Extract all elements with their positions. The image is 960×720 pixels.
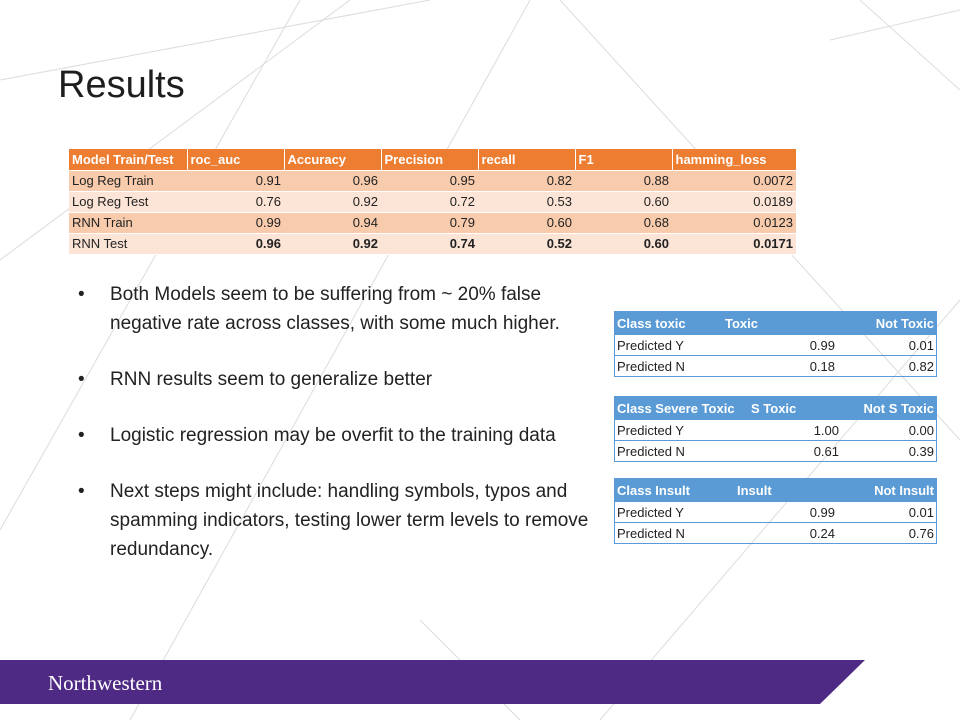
row-label: Predicted Y: [614, 334, 723, 356]
row-label: Predicted Y: [614, 501, 735, 523]
table-row: Log Reg Train 0.91 0.96 0.95 0.82 0.88 0…: [69, 170, 796, 192]
bullet-text: Both Models seem to be suffering from ~ …: [110, 284, 560, 334]
table-cell: 0.91: [187, 170, 284, 192]
table-cell: 0.94: [284, 212, 381, 234]
table-cell: 0.39: [841, 440, 937, 462]
bullet-item: • Both Models seem to be suffering from ~…: [78, 280, 608, 338]
row-label: RNN Test: [69, 233, 187, 255]
table-cell: 0.68: [575, 212, 672, 234]
bullet-item: • Logistic regression may be overfit to t…: [78, 421, 608, 450]
table-cell: 0.82: [837, 355, 937, 377]
header-recall: recall: [478, 149, 576, 171]
table-cell: 0.01: [837, 334, 937, 356]
confusion-header: Not S Toxic: [841, 396, 937, 420]
table-cell: 0.92: [284, 191, 381, 213]
header-accuracy: Accuracy: [284, 149, 382, 171]
header-f1: F1: [575, 149, 673, 171]
confusion-header: Toxic: [723, 311, 837, 335]
table-cell: 0.01: [837, 501, 937, 523]
table-cell: 0.99: [723, 334, 837, 356]
table-cell: 0.96: [187, 233, 284, 255]
confusion-row: Predicted Y 0.99 0.01: [614, 334, 937, 356]
table-cell: 0.76: [837, 522, 937, 544]
confusion-header-row: Class Insult Insult Not Insult: [614, 478, 937, 502]
confusion-header: Insult: [735, 478, 837, 502]
header-hamming-loss: hamming_loss: [672, 149, 797, 171]
table-cell: 0.0171: [672, 233, 796, 255]
table-cell: 0.52: [478, 233, 575, 255]
confusion-table-toxic: Class toxic Toxic Not Toxic Predicted Y …: [614, 311, 937, 377]
footer-band-shape: [0, 660, 865, 704]
row-label: Predicted Y: [614, 419, 749, 441]
bullet-dot-icon: •: [78, 369, 85, 390]
table-cell: 0.60: [575, 191, 672, 213]
table-cell: 0.0072: [672, 170, 796, 192]
confusion-table-severe-toxic: Class Severe Toxic S Toxic Not S Toxic P…: [614, 396, 937, 462]
row-label: Predicted N: [614, 355, 723, 377]
table-cell: 0.92: [284, 233, 381, 255]
confusion-header: Class toxic: [614, 311, 723, 335]
header-model: Model Train/Test: [69, 149, 188, 171]
table-cell: 0.72: [381, 191, 478, 213]
confusion-row: Predicted N 0.61 0.39: [614, 440, 937, 462]
bullet-dot-icon: •: [78, 284, 85, 305]
row-label: Predicted N: [614, 522, 735, 544]
slide-title: Results: [58, 64, 185, 106]
confusion-row: Predicted Y 0.99 0.01: [614, 501, 937, 523]
row-label: RNN Train: [69, 212, 187, 234]
bullet-dot-icon: •: [78, 481, 85, 502]
header-roc-auc: roc_auc: [187, 149, 285, 171]
metrics-table: Model Train/Test roc_auc Accuracy Precis…: [69, 149, 797, 255]
table-cell: 0.76: [187, 191, 284, 213]
table-row: Log Reg Test 0.76 0.92 0.72 0.53 0.60 0.…: [69, 191, 796, 213]
table-cell: 0.96: [284, 170, 381, 192]
row-label: Log Reg Train: [69, 170, 187, 192]
table-cell: 0.88: [575, 170, 672, 192]
table-cell: 0.0123: [672, 212, 796, 234]
table-cell: 0.00: [841, 419, 937, 441]
table-cell: 0.74: [381, 233, 478, 255]
confusion-header-row: Class Severe Toxic S Toxic Not S Toxic: [614, 396, 937, 420]
bullet-item: • Next steps might include: handling symb…: [78, 477, 608, 564]
table-cell: 0.60: [575, 233, 672, 255]
confusion-table-insult: Class Insult Insult Not Insult Predicted…: [614, 478, 937, 544]
table-cell: 0.0189: [672, 191, 796, 213]
bullet-item: • RNN results seem to generalize better: [78, 365, 608, 394]
table-cell: 0.53: [478, 191, 575, 213]
bullet-list: • Both Models seem to be suffering from ~…: [78, 280, 608, 591]
metrics-header-row: Model Train/Test roc_auc Accuracy Precis…: [69, 149, 797, 171]
table-cell: 0.79: [381, 212, 478, 234]
footer-band: [0, 660, 865, 704]
confusion-header: Not Insult: [837, 478, 937, 502]
confusion-row: Predicted Y 1.00 0.00: [614, 419, 937, 441]
northwestern-logo: Northwestern: [48, 671, 163, 695]
table-cell: 0.99: [187, 212, 284, 234]
confusion-header: Class Severe Toxic: [614, 396, 749, 420]
table-cell: 0.61: [749, 440, 841, 462]
bullet-text: Logistic regression may be overfit to th…: [110, 425, 556, 446]
header-precision: Precision: [381, 149, 479, 171]
confusion-row: Predicted N 0.18 0.82: [614, 355, 937, 377]
bullet-text: RNN results seem to generalize better: [110, 369, 433, 390]
table-cell: 1.00: [749, 419, 841, 441]
table-cell: 0.60: [478, 212, 575, 234]
confusion-header: Class Insult: [614, 478, 735, 502]
table-cell: 0.95: [381, 170, 478, 192]
table-row: RNN Train 0.99 0.94 0.79 0.60 0.68 0.012…: [69, 212, 796, 234]
confusion-header: S Toxic: [749, 396, 841, 420]
confusion-header: Not Toxic: [837, 311, 937, 335]
confusion-header-row: Class toxic Toxic Not Toxic: [614, 311, 937, 335]
table-cell: 0.24: [735, 522, 837, 544]
row-label: Log Reg Test: [69, 191, 187, 213]
bullet-text: Next steps might include: handling symbo…: [110, 481, 589, 560]
table-cell: 0.18: [723, 355, 837, 377]
bullet-dot-icon: •: [78, 425, 85, 446]
table-row: RNN Test 0.96 0.92 0.74 0.52 0.60 0.0171: [69, 233, 796, 255]
confusion-row: Predicted N 0.24 0.76: [614, 522, 937, 544]
table-cell: 0.82: [478, 170, 575, 192]
table-cell: 0.99: [735, 501, 837, 523]
row-label: Predicted N: [614, 440, 749, 462]
